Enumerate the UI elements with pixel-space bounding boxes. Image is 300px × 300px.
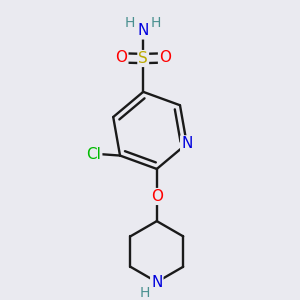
Text: O: O (151, 189, 163, 204)
Text: H: H (151, 16, 161, 30)
Text: Cl: Cl (86, 147, 101, 162)
Text: O: O (159, 50, 171, 65)
Text: N: N (137, 23, 149, 38)
Text: H: H (125, 16, 135, 30)
Text: S: S (138, 51, 148, 66)
Text: N: N (151, 274, 163, 290)
Text: N: N (181, 136, 193, 151)
Text: H: H (140, 286, 150, 300)
Text: O: O (116, 50, 128, 65)
